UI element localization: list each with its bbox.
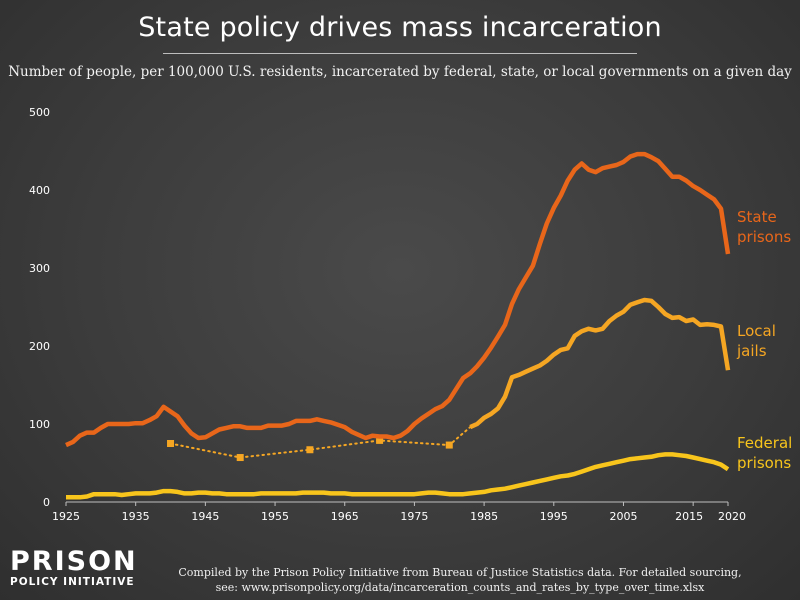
logo-wordmark: PRISON	[10, 546, 138, 577]
series-label-federal: prisons	[737, 454, 791, 472]
y-tick-label: 400	[29, 184, 50, 197]
x-tick-label: 1995	[540, 510, 568, 523]
x-tick-label: 2020	[718, 510, 746, 523]
x-tick-label: 1985	[470, 510, 498, 523]
x-tick-label: 1925	[52, 510, 80, 523]
logo-subtitle: POLICY INITIATIVE	[10, 576, 135, 588]
page-title: State policy drives mass incarceration	[138, 12, 662, 43]
data-point-marker	[167, 440, 175, 447]
page-subtitle: Number of people, per 100,000 U.S. resid…	[8, 64, 792, 80]
series-label-federal: Federal	[737, 434, 792, 452]
y-tick-label: 0	[43, 496, 50, 509]
series-label-state: State	[737, 208, 777, 226]
x-axis-ticks: 1925 1935 1945 1955 1965 1975 1985 1995 2005 2015…	[52, 502, 746, 523]
x-tick-label: 2005	[609, 510, 637, 523]
title-divider	[163, 53, 637, 54]
source-note-line-2: see: www.prisonpolicy.org/data/incarcera…	[215, 581, 705, 594]
x-tick-label: 1955	[261, 510, 289, 523]
series-label-local: jails	[736, 342, 767, 360]
series-line-state	[65, 151, 731, 448]
source-note-line-1: Compiled by the Prison Policy Initiative…	[178, 566, 742, 579]
series-line-federal	[66, 452, 730, 500]
data-point-marker	[445, 441, 453, 449]
x-tick-label: 1935	[122, 510, 150, 523]
series-label-state: prisons	[737, 228, 791, 246]
series-label-local: Local	[737, 322, 776, 340]
data-point-marker	[376, 436, 384, 444]
y-axis-ticks: 0 100 200 300 400 500	[29, 106, 50, 509]
data-point-marker	[236, 454, 244, 462]
x-tick-label: 1945	[191, 510, 219, 523]
series-line-local-jails-sparse	[169, 426, 472, 459]
source-note: Compiled by the Prison Policy Initiative…	[120, 565, 800, 595]
data-point-marker	[306, 446, 314, 454]
series-lines	[65, 151, 731, 500]
series-line-local	[469, 297, 731, 430]
x-tick-label: 1975	[400, 510, 428, 523]
x-tick-label: 2015	[675, 510, 703, 523]
y-tick-label: 200	[29, 340, 50, 353]
series-labels: State prisons Local jails Federal prisons	[736, 208, 792, 472]
prison-policy-initiative-logo: PRISON POLICY INITIATIVE	[10, 548, 138, 589]
y-tick-label: 300	[29, 262, 50, 275]
y-tick-label: 500	[29, 106, 50, 119]
y-tick-label: 100	[29, 418, 50, 431]
x-tick-label: 1965	[331, 510, 359, 523]
